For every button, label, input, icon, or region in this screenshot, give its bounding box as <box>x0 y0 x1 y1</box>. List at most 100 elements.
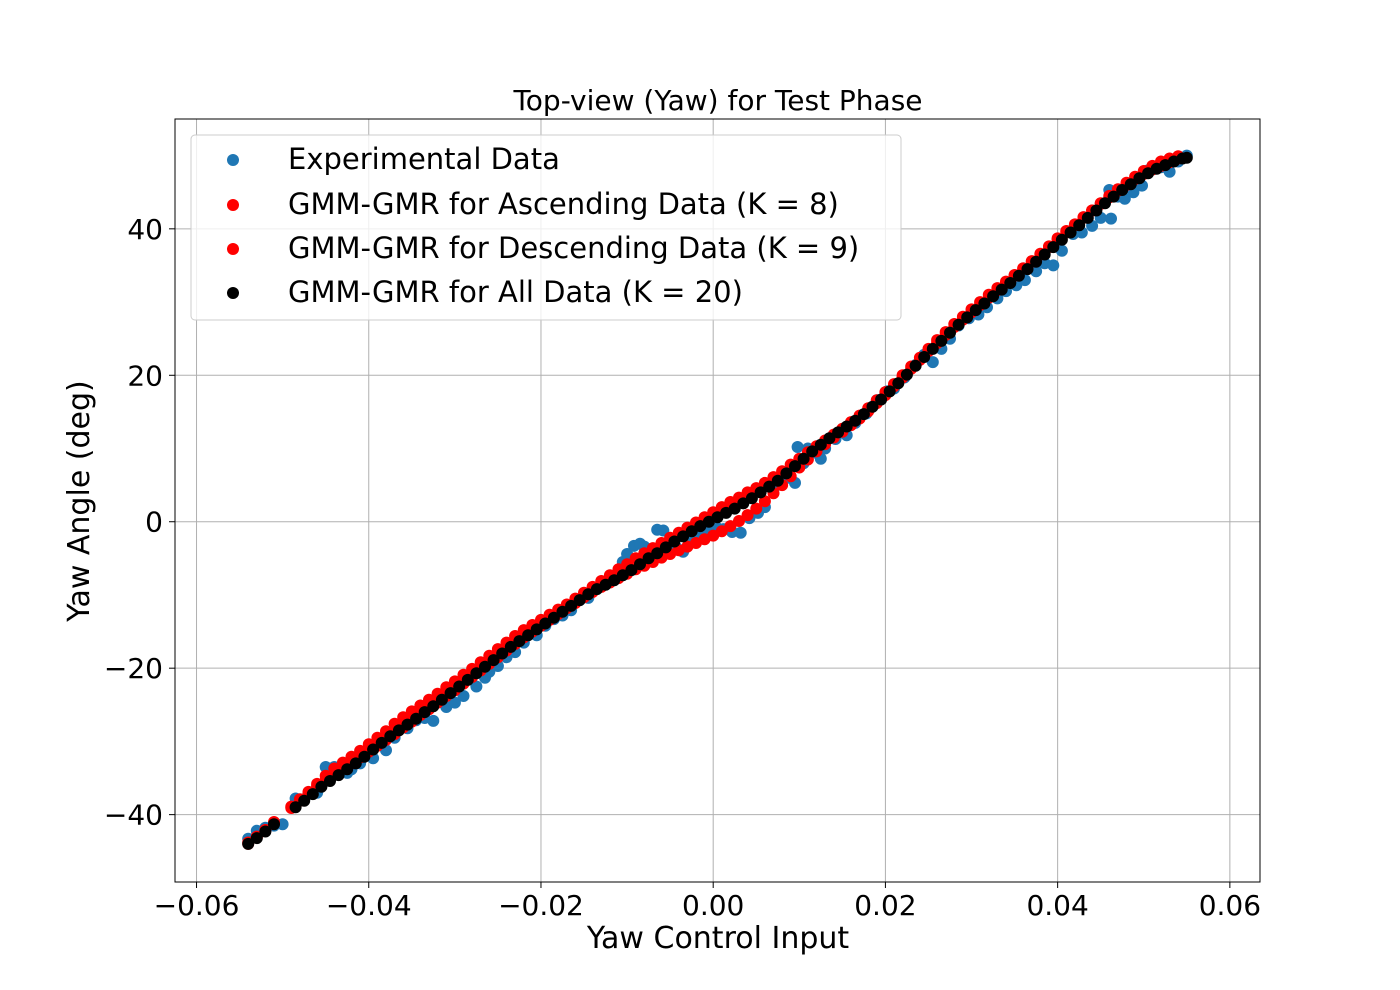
point-gmr-all <box>909 359 922 372</box>
data-points <box>242 149 1193 850</box>
point-gmr-all <box>298 794 311 807</box>
legend-marker-experimental <box>227 154 239 166</box>
point-gmr-ascending <box>741 509 754 522</box>
point-gmr-all <box>306 788 319 801</box>
point-gmr-all <box>1133 172 1146 185</box>
point-gmr-all <box>1064 226 1077 239</box>
point-gmr-all <box>832 426 845 439</box>
point-gmr-all <box>840 420 853 433</box>
point-gmr-all <box>728 502 741 515</box>
point-gmr-all <box>349 757 362 770</box>
point-experimental <box>457 690 470 702</box>
point-gmr-all <box>410 712 423 725</box>
point-gmr-all <box>341 763 354 776</box>
point-gmr-all <box>1047 241 1060 254</box>
point-gmr-all <box>651 547 664 560</box>
point-gmr-all <box>530 623 543 636</box>
point-gmr-all <box>444 687 457 700</box>
point-gmr-all <box>496 647 509 660</box>
point-gmr-all <box>634 558 646 571</box>
point-gmr-all <box>332 769 345 782</box>
point-gmr-all <box>857 408 870 421</box>
point-gmr-all <box>565 599 578 612</box>
point-gmr-all <box>242 837 255 850</box>
plot-frame <box>174 118 1261 883</box>
point-gmr-all <box>1081 211 1094 224</box>
point-gmr-all <box>513 635 526 648</box>
y-tick-label: −20 <box>104 652 163 685</box>
point-gmr-all <box>780 467 793 480</box>
point-gmr-all <box>883 385 896 398</box>
point-experimental <box>448 696 461 709</box>
point-gmr-all <box>1180 151 1193 164</box>
point-gmr-all <box>384 730 397 743</box>
point-gmr-all <box>823 432 836 445</box>
point-gmr-ascending <box>715 525 728 538</box>
point-experimental <box>1105 212 1117 225</box>
legend-marker-ascending <box>227 199 239 211</box>
point-gmr-all <box>961 311 974 324</box>
x-tick-label: 0.00 <box>682 889 744 922</box>
point-gmr-all <box>1116 184 1129 196</box>
point-gmr-all <box>763 480 776 493</box>
legend-box <box>190 134 902 321</box>
point-gmr-all <box>849 414 862 427</box>
point-gmr-all <box>659 541 672 554</box>
point-gmr-all <box>401 718 414 731</box>
point-gmr-all <box>866 400 879 413</box>
point-gmr-all <box>797 452 810 465</box>
point-gmr-all <box>470 667 483 680</box>
legend-label-experimental: Experimental Data <box>288 142 560 176</box>
point-gmr-all <box>1107 190 1120 203</box>
legend: Experimental Data GMM-GMR for Ascending … <box>190 134 902 321</box>
point-gmr-all <box>926 342 939 355</box>
point-gmr-all <box>259 825 272 838</box>
point-gmr-all <box>918 351 931 363</box>
legend-label-all-data: GMM-GMR for All Data (K = 20) <box>288 275 743 309</box>
point-gmr-all <box>814 438 827 451</box>
point-gmr-all <box>944 326 956 339</box>
point-gmr-all <box>806 445 819 458</box>
y-tick-label: 0 <box>145 506 163 539</box>
point-gmr-all <box>771 474 784 487</box>
point-gmr-all <box>556 605 569 618</box>
point-gmr-all <box>547 611 560 624</box>
point-gmr-all <box>987 290 1000 303</box>
point-gmr-all <box>625 564 638 577</box>
legend-marker-all-data <box>227 287 239 299</box>
y-tick-label: −40 <box>104 799 163 832</box>
point-gmr-all <box>1021 263 1034 276</box>
point-gmr-all <box>952 318 965 331</box>
point-gmr-all <box>875 393 888 406</box>
point-gmr-all <box>479 660 491 673</box>
point-gmr-all <box>367 743 380 756</box>
legend-label-ascending: GMM-GMR for Ascending Data (K = 8) <box>288 187 839 221</box>
point-gmr-all <box>324 775 336 787</box>
point-gmr-all <box>685 525 698 538</box>
point-gmr-all <box>487 654 500 667</box>
point-gmr-all <box>539 617 552 630</box>
point-experimental <box>427 714 440 727</box>
x-tick-label: −0.04 <box>326 889 412 922</box>
point-gmr-all <box>1012 269 1025 282</box>
point-gmr-all <box>745 492 758 505</box>
point-gmr-ascending <box>750 502 763 515</box>
point-gmr-all <box>392 724 405 737</box>
x-tick-label: 0.04 <box>1026 889 1088 922</box>
axis-ticks: −0.06 −0.04 −0.02 0.00 0.02 0.04 0.06 −40 −20 0 20… <box>104 213 1261 922</box>
point-experimental <box>1047 259 1060 272</box>
x-tick-label: −0.02 <box>498 889 584 922</box>
point-gmr-all <box>935 334 948 347</box>
point-gmr-all <box>250 832 263 845</box>
point-gmr-all <box>453 680 466 693</box>
point-gmr-all <box>668 535 681 548</box>
point-gmr-all <box>315 780 328 793</box>
point-gmr-all <box>978 297 991 310</box>
chart-title: Top-view (Yaw) for Test Phase <box>512 84 922 117</box>
point-gmr-all <box>900 368 913 381</box>
point-gmr-all <box>427 700 440 713</box>
point-gmr-all <box>969 304 982 317</box>
point-gmr-all <box>375 736 388 749</box>
x-axis-label: Yaw Control Input <box>586 921 850 956</box>
